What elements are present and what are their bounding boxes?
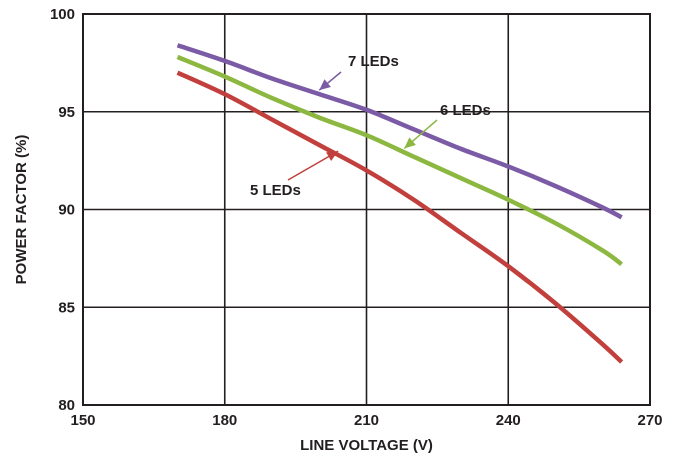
pointer-arrowhead	[326, 151, 339, 161]
series-label: 7 LEDs	[348, 53, 399, 70]
x-tick-label: 270	[637, 412, 662, 429]
series-lines	[176, 43, 624, 364]
pointer-arrowhead	[404, 137, 416, 149]
y-tick-labels: 80 85 90 95 100	[50, 6, 75, 414]
x-tick-label: 180	[212, 412, 237, 429]
y-tick-label: 80	[58, 397, 75, 414]
x-tick-label: 150	[70, 412, 95, 429]
series-line-5-leds	[176, 70, 624, 364]
y-tick-label: 85	[58, 299, 75, 316]
series-label: 5 LEDs	[250, 182, 301, 199]
x-tick-label: 240	[496, 412, 521, 429]
plot-frame	[82, 13, 651, 406]
grid-lines	[83, 14, 650, 405]
x-axis-label: LINE VOLTAGE (V)	[300, 437, 433, 454]
y-tick-label: 95	[58, 104, 75, 121]
pointer-arrowhead	[319, 79, 331, 91]
series-annotations: 7 LEDs 6 LEDs 5 LEDs	[250, 53, 491, 199]
y-tick-label: 100	[50, 6, 75, 23]
series-label: 6 LEDs	[440, 102, 491, 119]
x-tick-labels: 150 180 210 240 270	[70, 412, 662, 429]
series-line-7-leds	[176, 43, 623, 220]
y-axis-label: POWER FACTOR (%)	[13, 135, 30, 285]
x-tick-label: 210	[354, 412, 379, 429]
y-tick-label: 90	[58, 202, 75, 219]
series-line-6-leds	[176, 54, 624, 267]
